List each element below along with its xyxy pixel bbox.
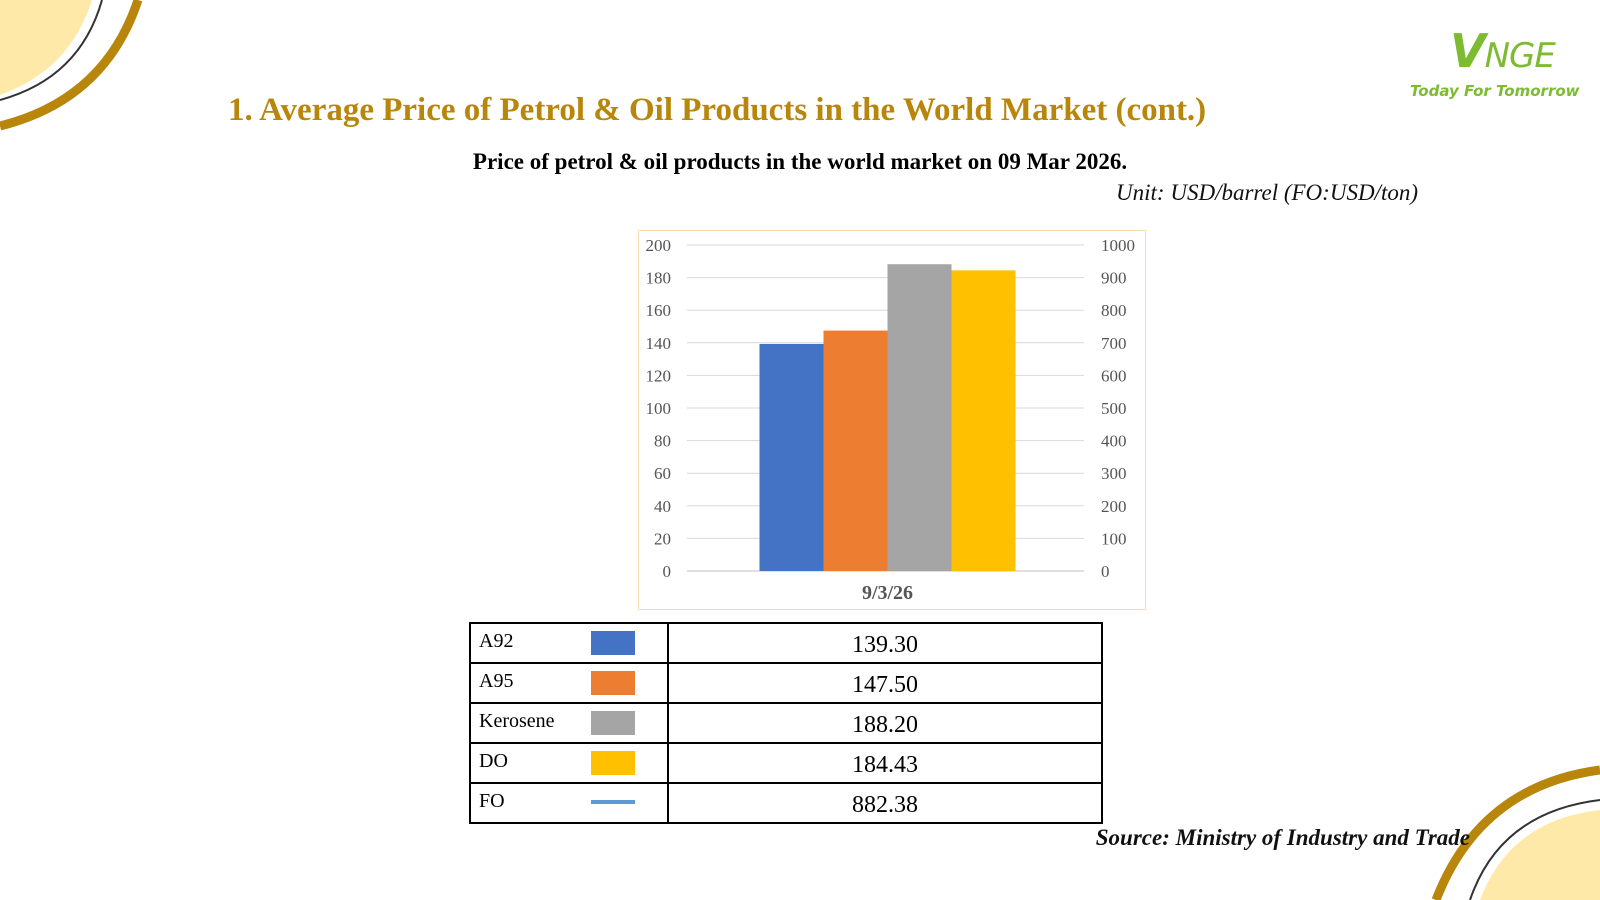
- legend-swatch: [591, 800, 635, 804]
- legend-series-name: FO: [479, 790, 505, 812]
- bar-a95: [823, 330, 888, 571]
- y-right-tick-label: 200: [1101, 497, 1127, 516]
- logo-mark-initial: V: [1450, 24, 1486, 78]
- source-note: Source: Ministry of Industry and Trade: [1095, 825, 1470, 850]
- y-right-tick-label: 400: [1101, 432, 1127, 451]
- y-right-tick-label: 300: [1101, 464, 1127, 483]
- y-left-tick-label: 160: [646, 301, 672, 320]
- legend-series-name: A92: [479, 630, 514, 652]
- y-right-tick-label: 500: [1101, 399, 1127, 418]
- legend-swatch: [591, 711, 635, 735]
- legend-value: 139.30: [667, 622, 1103, 664]
- bar-a92: [759, 343, 824, 571]
- y-left-tick-label: 140: [646, 334, 672, 353]
- legend-row: A92 139.30: [469, 622, 1103, 664]
- legend-swatch: [591, 671, 635, 695]
- legend-row: FO 882.38: [469, 782, 1103, 824]
- corner-decoration-top-left: [0, 0, 143, 131]
- legend-value: 882.38: [667, 782, 1103, 824]
- legend-series-name: DO: [479, 750, 508, 772]
- price-legend-table: A92 139.30 A95 147.50 Kerosene 188.20 DO 184.43…: [469, 622, 1103, 824]
- y-left-tick-label: 100: [646, 399, 672, 418]
- y-left-tick-label: 0: [663, 562, 672, 581]
- company-logo: VNGE Today For Tomorrow: [1400, 18, 1580, 108]
- y-right-tick-label: 800: [1101, 301, 1127, 320]
- y-left-tick-label: 120: [646, 366, 672, 385]
- y-left-tick-label: 80: [654, 432, 671, 451]
- y-right-tick-label: 0: [1101, 562, 1110, 581]
- y-left-tick-label: 40: [654, 497, 671, 516]
- legend-series-name: A95: [479, 670, 514, 692]
- logo-mark-rest: NGE: [1484, 36, 1556, 76]
- y-left-tick-label: 180: [646, 269, 672, 288]
- legend-name-cell: Kerosene: [469, 702, 669, 744]
- legend-name-cell: FO: [469, 782, 669, 824]
- y-right-tick-label: 700: [1101, 334, 1127, 353]
- x-category-label: 9/3/26: [862, 582, 913, 604]
- y-left-tick-label: 200: [646, 236, 672, 255]
- legend-swatch: [591, 631, 635, 655]
- legend-name-cell: DO: [469, 742, 669, 784]
- bar-do: [951, 270, 1016, 571]
- unit-note: Unit: USD/barrel (FO:USD/ton): [1116, 180, 1418, 205]
- legend-row: A95 147.50: [469, 662, 1103, 704]
- legend-row: DO 184.43: [469, 742, 1103, 784]
- y-right-tick-label: 900: [1101, 269, 1127, 288]
- chart-canvas: 0 20 40 60 80 100 120 140 160 180 200 0 100 200 300 400…: [646, 236, 1136, 604]
- y-right-tick-label: 100: [1101, 529, 1127, 548]
- legend-name-cell: A92: [469, 622, 669, 664]
- legend-name-cell: A95: [469, 662, 669, 704]
- y-right-tick-label: 600: [1101, 366, 1127, 385]
- corner-decoration-bottom-right: [1431, 765, 1600, 900]
- bar-kerosene: [887, 264, 952, 571]
- logo-tagline: Today For Tomorrow: [1410, 82, 1580, 100]
- legend-swatch: [591, 751, 635, 775]
- legend-value: 147.50: [667, 662, 1103, 704]
- page-title: 1. Average Price of Petrol & Oil Product…: [228, 92, 1207, 128]
- legend-value: 184.43: [667, 742, 1103, 784]
- y-left-tick-label: 20: [654, 529, 671, 548]
- bar-chart: 0 20 40 60 80 100 120 140 160 180 200 0 100 200 300 400…: [638, 230, 1146, 610]
- chart-title: Price of petrol & oil products in the wo…: [472, 149, 1128, 174]
- y-right-tick-label: 1000: [1101, 236, 1135, 255]
- y-left-tick-label: 60: [654, 464, 671, 483]
- legend-row: Kerosene 188.20: [469, 702, 1103, 744]
- legend-value: 188.20: [667, 702, 1103, 744]
- legend-series-name: Kerosene: [479, 710, 555, 732]
- logo-mark: VNGE: [1450, 24, 1556, 78]
